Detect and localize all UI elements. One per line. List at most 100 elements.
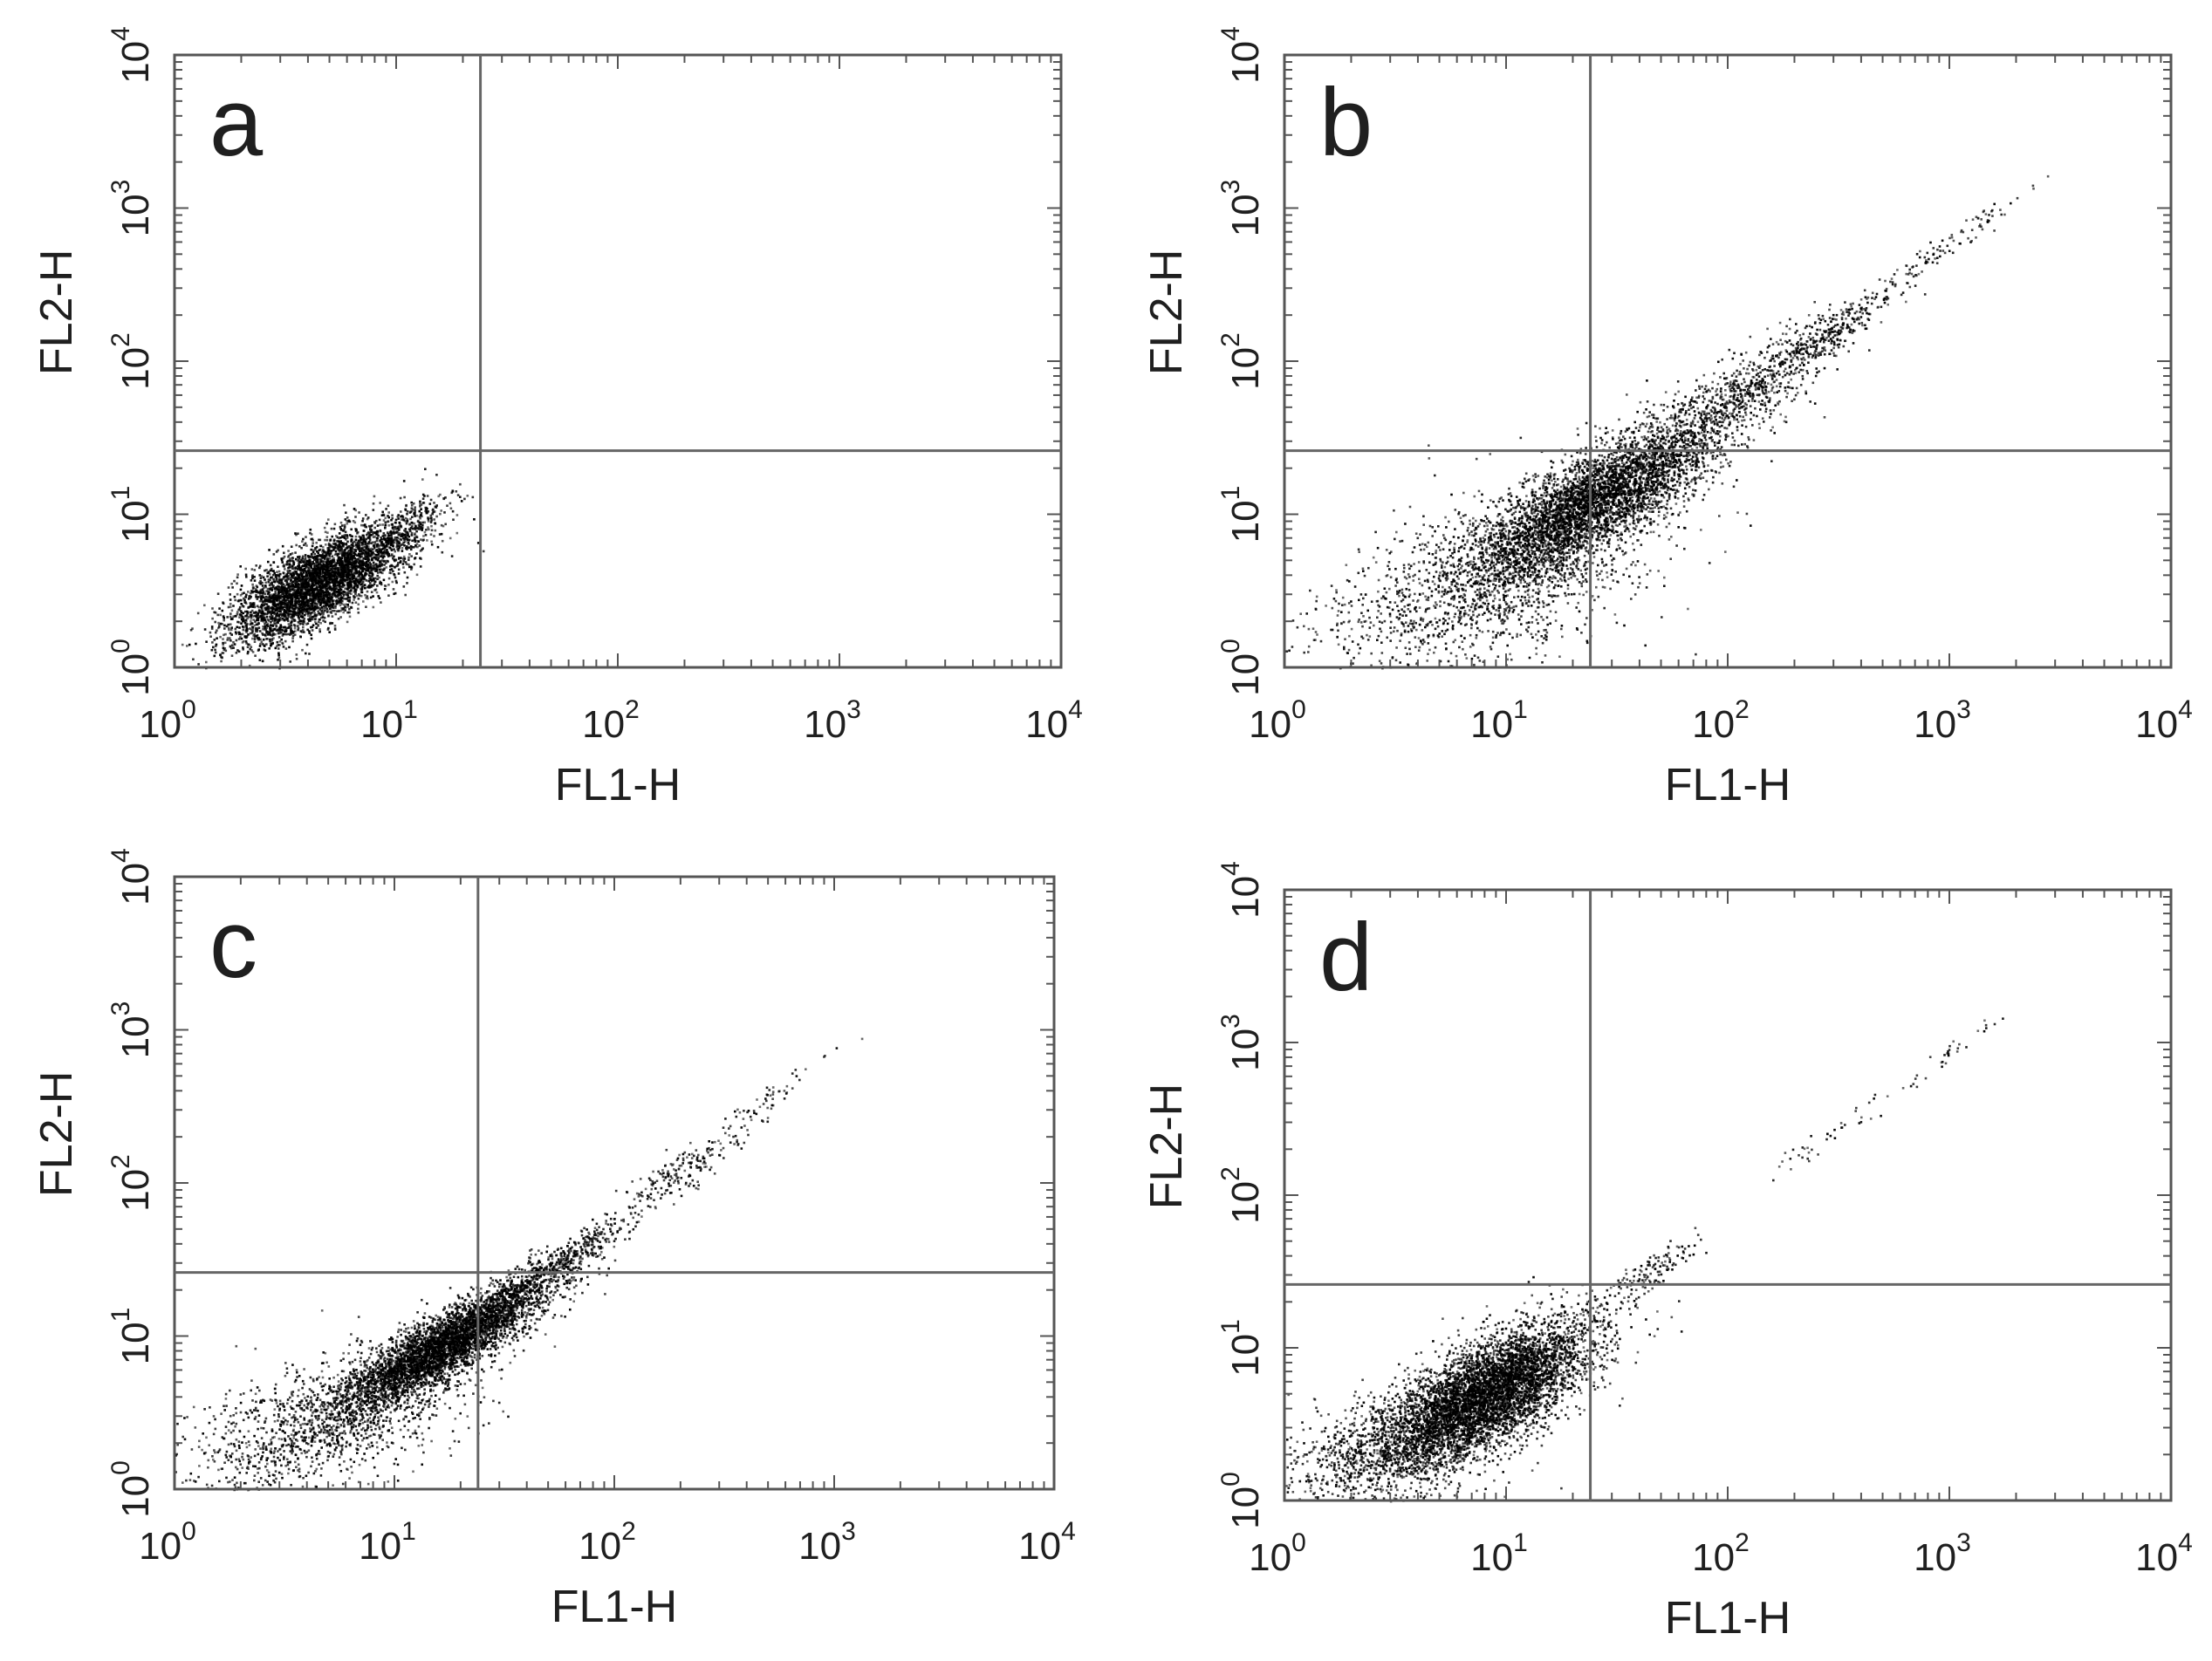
event-point [303, 619, 305, 622]
event-point [405, 563, 408, 565]
event-point [430, 529, 434, 532]
event-point [338, 549, 340, 552]
event-point [285, 572, 289, 576]
event-point [387, 553, 389, 556]
event-point [380, 553, 383, 556]
event-point [429, 533, 433, 536]
event-point [222, 615, 225, 618]
event-point [277, 607, 280, 610]
event-point [380, 601, 382, 604]
event-point [281, 591, 284, 594]
event-point [388, 571, 392, 574]
event-point [356, 545, 360, 548]
event-point [358, 535, 361, 538]
event-point [348, 611, 351, 614]
event-point [345, 511, 347, 514]
event-point [339, 571, 342, 573]
event-point [298, 585, 301, 589]
event-point [295, 533, 298, 537]
event-point [284, 639, 287, 643]
event-point [331, 588, 333, 591]
event-point [296, 584, 298, 588]
event-point [424, 506, 427, 509]
event-point [362, 537, 366, 540]
event-point [414, 545, 417, 548]
event-point [299, 576, 303, 578]
event-point [346, 584, 349, 586]
event-point [278, 605, 282, 609]
event-point [273, 617, 277, 619]
event-point [261, 591, 264, 594]
event-point [414, 532, 416, 535]
event-point [336, 584, 339, 587]
event-point [331, 546, 334, 549]
event-point [319, 612, 322, 616]
event-point [244, 596, 248, 598]
event-point [312, 609, 315, 612]
event-point [369, 526, 372, 529]
event-point [423, 521, 426, 524]
event-point [260, 610, 263, 613]
event-point [321, 614, 325, 617]
event-point [261, 581, 264, 584]
event-point [450, 555, 454, 557]
event-point [318, 548, 322, 551]
event-point [310, 553, 313, 556]
event-point [290, 596, 292, 598]
event-point [251, 625, 255, 629]
event-point [284, 568, 286, 571]
event-point [311, 602, 314, 605]
event-point [277, 570, 281, 573]
event-point [325, 602, 329, 605]
event-point [313, 570, 317, 573]
event-point [239, 565, 242, 568]
event-point [297, 556, 299, 558]
event-point [429, 521, 433, 523]
event-point [346, 550, 350, 553]
tick-base: 10 [114, 347, 157, 390]
event-point [300, 580, 303, 583]
event-point [260, 612, 263, 615]
event-point [311, 611, 313, 614]
event-point [322, 568, 325, 571]
event-point [339, 598, 341, 602]
event-point [246, 652, 250, 655]
event-point [291, 610, 294, 613]
event-point [319, 563, 322, 566]
event-point [398, 546, 401, 549]
event-point [353, 591, 356, 593]
event-point [297, 615, 300, 618]
event-point [211, 641, 214, 644]
event-point [417, 519, 420, 523]
event-point [272, 633, 275, 636]
event-point [312, 592, 315, 596]
event-point [312, 570, 314, 572]
event-point [312, 584, 315, 587]
event-point [322, 594, 325, 598]
event-point [419, 516, 421, 520]
event-point [335, 581, 339, 584]
event-point [344, 530, 347, 534]
event-point [382, 578, 386, 582]
event-point [365, 549, 368, 552]
event-point [404, 520, 407, 523]
event-point [280, 578, 284, 581]
event-point [237, 631, 240, 634]
event-point [298, 604, 302, 607]
event-point [339, 521, 343, 524]
event-point [284, 611, 287, 614]
event-point [305, 623, 308, 625]
event-point [410, 507, 414, 509]
event-point [253, 614, 257, 618]
event-point [354, 591, 357, 594]
event-point [368, 561, 371, 564]
event-point [1667, 478, 1669, 481]
event-point [409, 548, 413, 551]
event-point [258, 599, 262, 603]
event-point [293, 625, 297, 627]
event-point [304, 563, 306, 566]
event-point [214, 651, 217, 654]
event-point [256, 627, 258, 630]
event-point [221, 623, 223, 625]
event-point [335, 590, 338, 593]
